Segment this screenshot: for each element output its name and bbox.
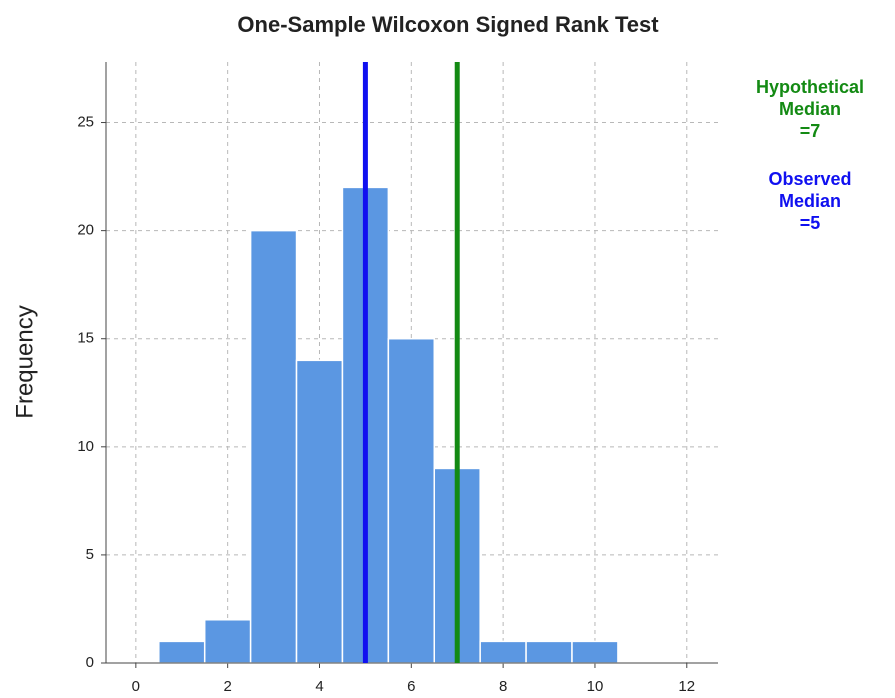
bar: [249, 229, 298, 664]
bar: [479, 640, 527, 664]
annotation: Median: [779, 99, 841, 119]
annotation: Observed: [768, 169, 851, 189]
x-tick-label: 10: [587, 678, 604, 695]
y-tick-label: 5: [86, 546, 94, 563]
annotation: Median: [779, 191, 841, 211]
annotation: Hypothetical: [756, 77, 864, 97]
bar: [571, 640, 619, 664]
x-tick-label: 12: [678, 678, 695, 695]
x-tick-label: 2: [223, 678, 231, 695]
y-tick-label: 10: [77, 438, 94, 455]
bar: [387, 337, 436, 664]
bar: [295, 359, 344, 664]
x-tick-label: 6: [407, 678, 415, 695]
x-tick-label: 8: [499, 678, 507, 695]
y-tick-label: 20: [77, 222, 94, 239]
y-tick-label: 15: [77, 330, 94, 347]
y-tick-label: 25: [77, 114, 94, 131]
x-tick-label: 4: [315, 678, 323, 695]
x-tick-label: 0: [132, 678, 140, 695]
bar: [158, 640, 206, 664]
annotation: =7: [800, 121, 821, 141]
annotation: =5: [800, 213, 821, 233]
y-tick-label: 0: [86, 654, 94, 671]
bar: [203, 619, 252, 664]
y-axis-label: Frequency: [11, 305, 38, 418]
chart-title: One-Sample Wilcoxon Signed Rank Test: [237, 12, 659, 37]
bar: [525, 640, 573, 664]
